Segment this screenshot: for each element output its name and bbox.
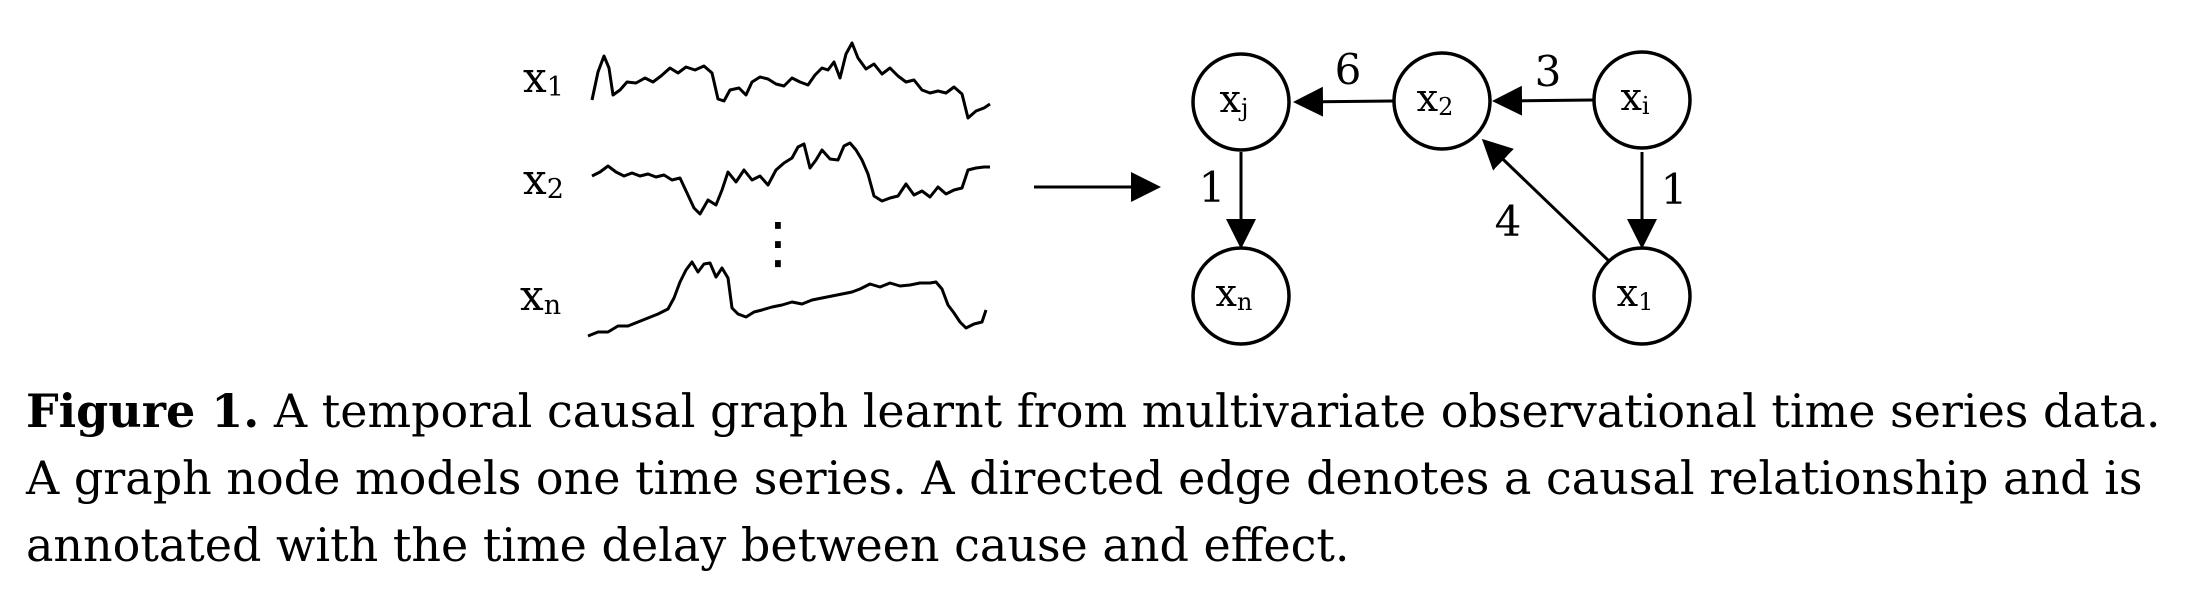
svg-text:xn: xn [1216,271,1253,316]
node-xn: xn [1191,246,1291,346]
node-x1: x1 [1592,246,1692,346]
ellipsis-dots: ⋮ [750,211,806,276]
edge-x1-to-x2 [1481,138,1612,264]
causal-graph-figure: x1 x2 xn ⋮ 6 3 1 1 4 xj x2 xi [520,41,1692,346]
figure-caption: Figure 1. A temporal causal graph learnt… [26,378,2186,579]
edge-delay-label-3: 3 [1535,47,1562,96]
series-label-x1: x1 [523,53,564,103]
svg-text:xi: xi [1620,75,1649,120]
series-label-xn: xn [520,271,561,321]
node-x2: x2 [1392,51,1492,151]
svg-text:xj: xj [1220,77,1249,122]
figure-caption-text: A temporal causal graph learnt from mult… [26,384,2161,572]
edge-delay-label-4: 4 [1495,197,1522,246]
node-xi: xi [1592,50,1692,150]
edge-delay-label-6: 6 [1335,45,1362,94]
edge-delay-label-1b: 1 [1661,165,1688,214]
figure-caption-label: Figure 1. [26,384,260,438]
series-label-x2: x2 [523,155,564,205]
svg-text:x1: x1 [1617,271,1654,316]
svg-text:x2: x2 [1417,76,1454,121]
time-series-curve-x1 [590,41,991,120]
node-xj: xj [1191,52,1291,152]
time-series-curve-xn [587,260,988,338]
edge-xi-to-x2 [1492,85,1594,116]
edge-delay-label-1a: 1 [1199,163,1226,212]
edge-x2-to-xj [1293,86,1394,117]
time-series-curve-x2 [591,141,990,216]
